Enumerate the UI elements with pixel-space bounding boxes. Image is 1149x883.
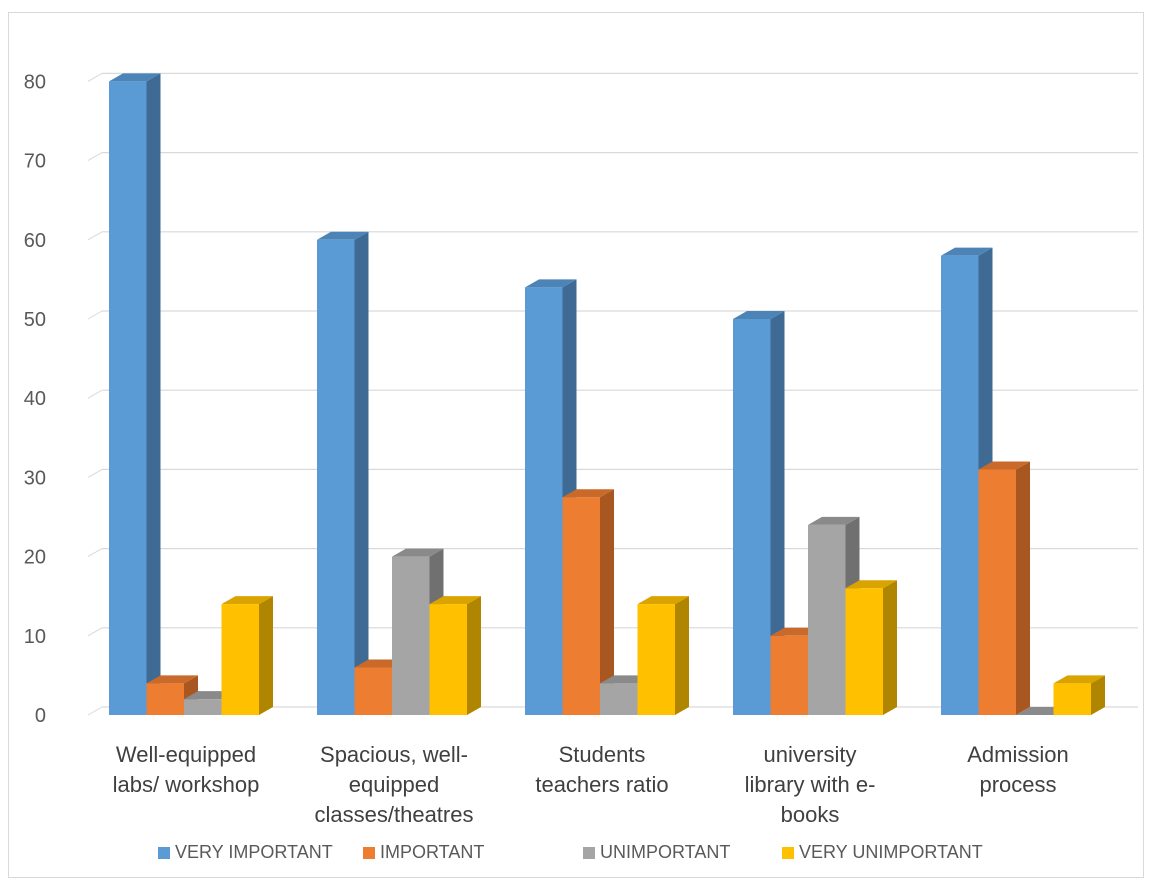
bar — [637, 604, 675, 715]
gridline-tick — [87, 468, 103, 478]
category-label-line: classes/theatres — [315, 802, 474, 827]
category-label: Well-equipped labs/ workshop — [113, 742, 260, 797]
chart-frame — [8, 12, 1144, 878]
bar — [146, 683, 184, 715]
bar-side — [467, 596, 481, 715]
gridline-tick — [87, 152, 103, 162]
gridline-tick — [87, 231, 103, 241]
bar — [392, 556, 430, 715]
bar-top — [637, 596, 689, 605]
y-tick-label: 40 — [24, 388, 46, 410]
bar-side — [1016, 461, 1030, 715]
gridline-tick — [87, 389, 103, 399]
bar-top — [317, 231, 369, 240]
bar-top — [392, 548, 444, 557]
bar — [317, 239, 355, 716]
category-label-line: Admission — [967, 742, 1068, 767]
bar — [109, 81, 147, 715]
category-label-line: labs/ workshop — [113, 772, 260, 797]
legend-swatch — [158, 847, 170, 859]
bar — [1053, 683, 1091, 715]
bar-top — [1053, 675, 1105, 684]
bar-side — [1091, 675, 1105, 715]
bar-side — [675, 596, 689, 715]
bar — [808, 524, 846, 715]
bar-top — [808, 516, 860, 525]
bar — [184, 699, 222, 715]
category-label-line: equipped — [349, 772, 440, 797]
bar — [525, 287, 563, 715]
bar — [354, 667, 392, 715]
bar-side — [146, 73, 161, 715]
legend-swatch — [583, 847, 595, 859]
bar-side — [883, 580, 897, 715]
category-label: university library with e-books — [745, 742, 876, 827]
bar-side — [259, 596, 273, 715]
y-tick-label: 10 — [24, 626, 46, 648]
gridline-tick — [87, 310, 103, 320]
bar — [941, 255, 979, 715]
y-tick-label: 70 — [24, 151, 46, 173]
category-label-line: library with e- — [745, 772, 876, 797]
bar-top — [221, 596, 273, 605]
gridline-tick — [87, 706, 103, 716]
legend-label: VERY UNIMPORTANT — [799, 842, 983, 862]
bar-top — [525, 279, 577, 288]
y-tick-label: 30 — [24, 467, 46, 489]
y-tick-label: 50 — [24, 309, 46, 331]
bar-top — [845, 580, 897, 589]
bar-side — [600, 489, 614, 715]
bar-top — [109, 73, 161, 82]
category-label-line: process — [979, 772, 1056, 797]
bar — [733, 319, 771, 715]
bar — [845, 588, 883, 715]
bar-top — [562, 489, 614, 498]
category-label: Admission process — [967, 742, 1068, 797]
y-tick-label: 0 — [35, 705, 46, 727]
y-tick-label: 80 — [24, 71, 46, 93]
bar — [770, 635, 808, 715]
legend-label: IMPORTANT — [380, 842, 484, 862]
bar — [221, 604, 259, 715]
category-label: Spacious, well-equipped classes/theatres — [315, 742, 474, 827]
legend-label: VERY IMPORTANT — [175, 842, 333, 862]
bar-side — [770, 311, 785, 715]
gridline-tick — [87, 627, 103, 637]
category-label-line: teachers ratio — [535, 772, 668, 797]
gridline-tick — [87, 72, 103, 82]
category-label-line: books — [781, 802, 840, 827]
category-label: Students teachers ratio — [535, 742, 668, 797]
bar-top — [146, 675, 198, 684]
gridline-tick — [87, 548, 103, 558]
bar-side — [354, 231, 369, 716]
bar-top — [733, 311, 785, 319]
bar — [429, 604, 467, 715]
bar-top — [429, 596, 481, 605]
category-label-line: Spacious, well- — [320, 742, 468, 767]
bar-top — [978, 461, 1030, 470]
legend-swatch — [782, 847, 794, 859]
bar — [562, 497, 600, 715]
bar — [600, 683, 638, 715]
y-tick-label: 20 — [24, 547, 46, 569]
category-label-line: Well-equipped — [116, 742, 256, 767]
category-label-line: university — [764, 742, 857, 767]
legend-swatch — [363, 847, 375, 859]
category-label-line: Students — [559, 742, 646, 767]
legend-label: UNIMPORTANT — [600, 842, 730, 862]
bar-top — [941, 247, 993, 256]
y-tick-label: 60 — [24, 230, 46, 252]
bar — [978, 469, 1016, 715]
